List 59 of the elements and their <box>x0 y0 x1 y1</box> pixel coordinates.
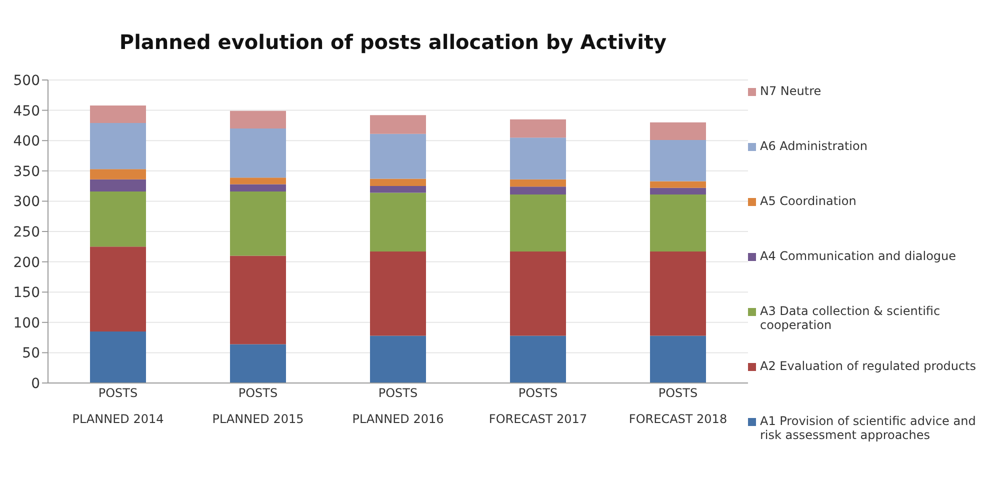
y-tick-label: 400 <box>13 134 40 150</box>
x-tick-label: POSTS FORECAST 2018 <box>628 386 728 426</box>
bar <box>510 186 566 195</box>
bar <box>370 252 426 336</box>
y-tick-label: 200 <box>13 254 40 271</box>
bar <box>90 123 146 170</box>
y-tick-label: 50 <box>22 346 40 362</box>
x-tick-label: POSTS FORECAST 2017 <box>488 386 588 426</box>
bar <box>650 188 706 195</box>
bar <box>650 122 706 140</box>
bar <box>90 105 146 124</box>
bar <box>650 252 706 336</box>
x-tick-label: POSTS PLANNED 2014 <box>72 386 164 426</box>
legend-label: A1 Provision of scientific advice and risk assessment approaches <box>760 414 977 442</box>
bar <box>370 336 426 383</box>
y-tick-label: 300 <box>13 194 40 210</box>
legend-label: A6 Administration <box>760 139 868 153</box>
bar <box>370 178 426 186</box>
y-tick-label: 0 <box>31 376 40 392</box>
bar <box>230 110 286 128</box>
y-tick-label: 250 <box>13 224 40 240</box>
bar <box>510 252 566 336</box>
bar <box>650 140 706 182</box>
bar <box>230 128 286 178</box>
bar <box>370 134 426 179</box>
y-tick-label: 100 <box>13 315 40 332</box>
bar <box>230 192 286 256</box>
bar <box>90 246 146 332</box>
bar <box>230 178 286 184</box>
bar <box>510 336 566 383</box>
bar <box>90 331 146 383</box>
bar <box>370 115 426 134</box>
y-tick-label: 150 <box>13 285 40 302</box>
bar <box>370 192 426 252</box>
y-tick-label: 450 <box>13 103 40 120</box>
bar <box>510 179 566 187</box>
y-tick-label: 350 <box>13 164 40 180</box>
bar <box>510 194 566 252</box>
y-tick-label: 500 <box>13 72 40 89</box>
bar <box>230 184 286 192</box>
bar <box>370 186 426 193</box>
legend-label: A2 Evaluation of regulated products <box>760 359 976 373</box>
bar <box>90 179 146 192</box>
bar <box>650 336 706 383</box>
x-tick-label: POSTS PLANNED 2016 <box>352 386 444 426</box>
bar <box>650 181 706 188</box>
chart-title: Planned evolution of posts allocation by Activity <box>118 29 668 56</box>
bar <box>90 169 146 180</box>
legend-label: A5 Coordination <box>760 194 856 208</box>
bar <box>650 194 706 252</box>
x-tick-label: POSTS PLANNED 2015 <box>212 386 304 426</box>
legend-label: A4 Communication and dialogue <box>760 249 956 263</box>
legend-label: A3 Data collection & scientific cooperation <box>760 304 942 332</box>
bar <box>510 119 566 138</box>
bar <box>510 138 566 180</box>
legend-label: N7 Neutre <box>760 84 822 98</box>
bar <box>230 256 286 344</box>
bar <box>230 344 286 383</box>
bar <box>90 192 146 247</box>
